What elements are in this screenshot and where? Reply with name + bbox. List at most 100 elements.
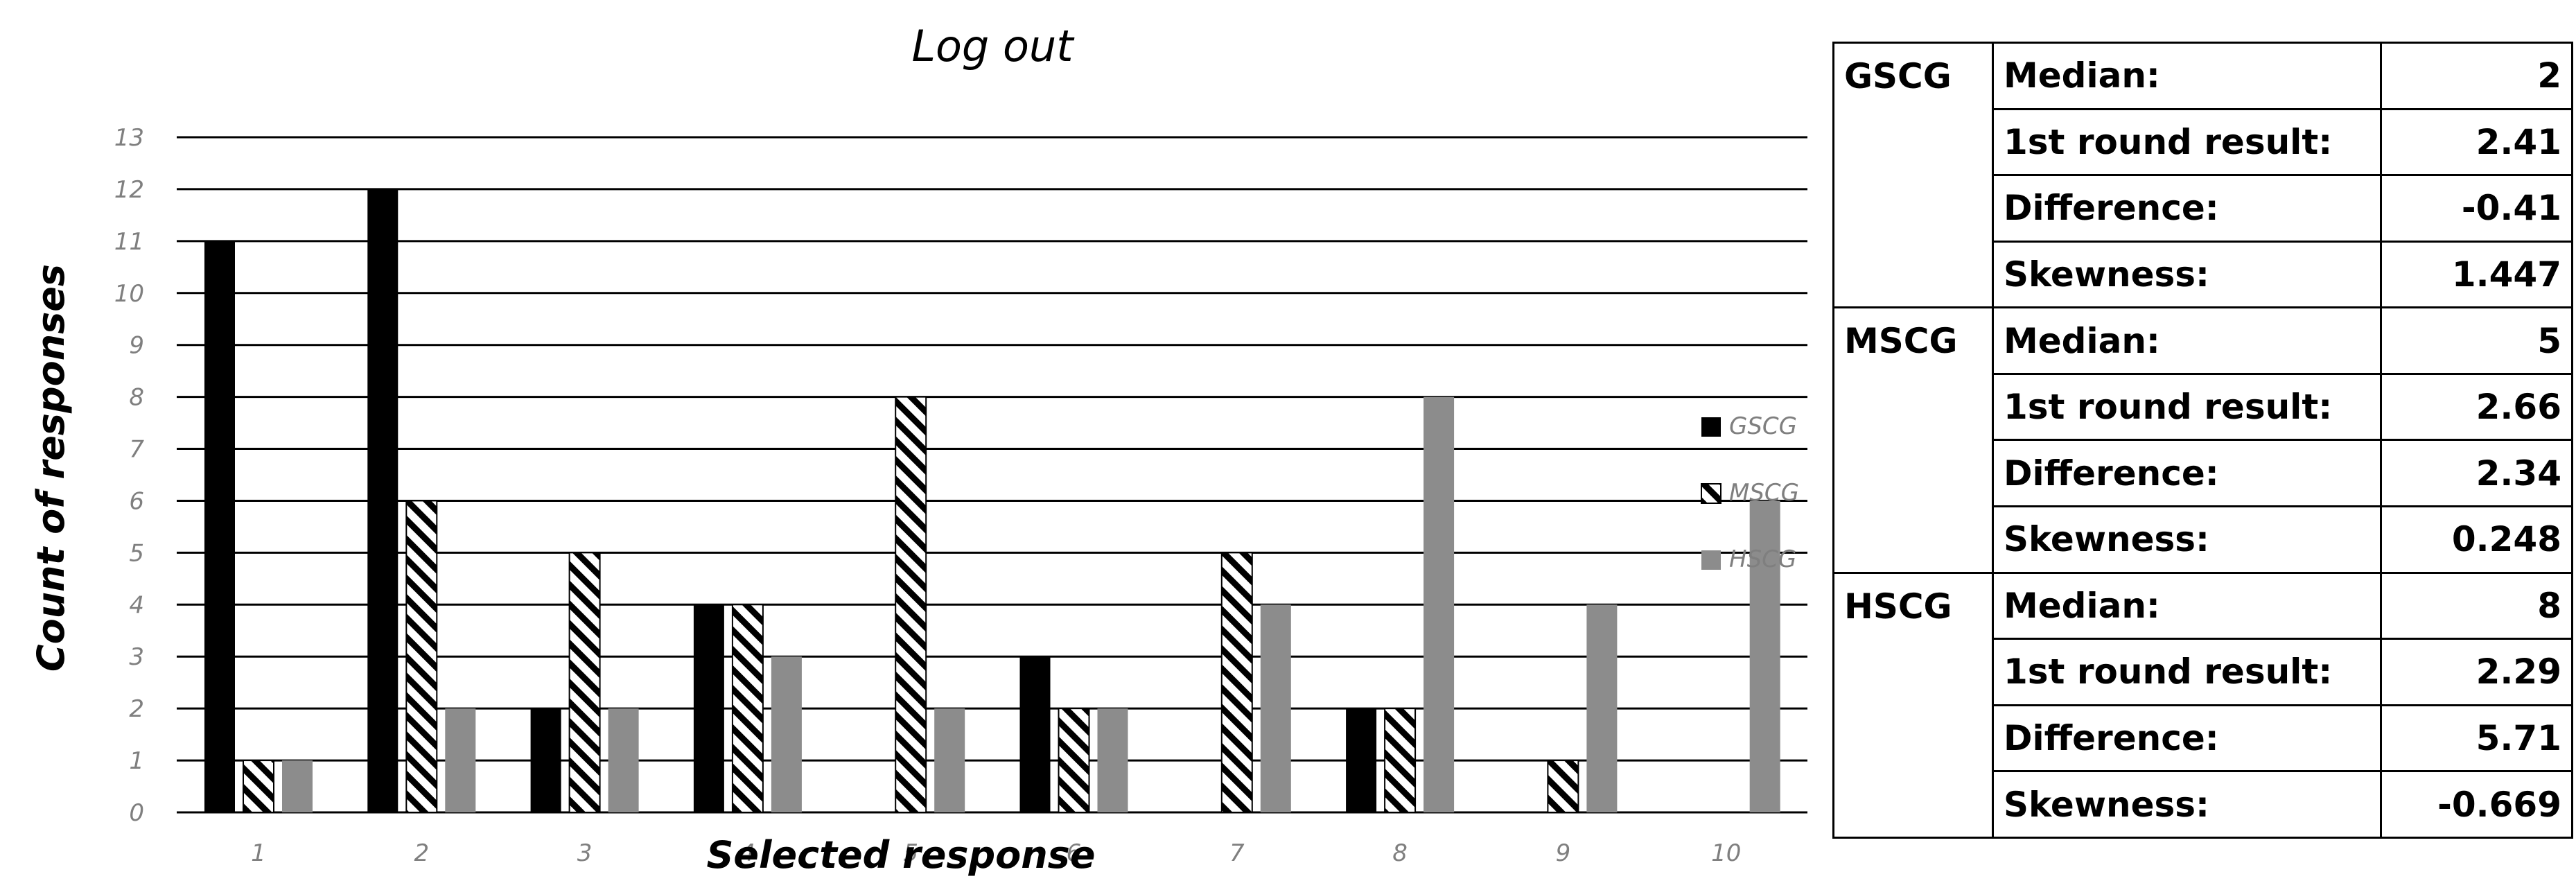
group-name-cell: GSCG bbox=[1832, 41, 1994, 309]
stat-value-cell: 8 bbox=[2380, 571, 2573, 640]
legend-swatch-hscg bbox=[1701, 550, 1721, 570]
bar-mscg-4 bbox=[731, 604, 764, 813]
y-tick-label: 11 bbox=[114, 228, 144, 256]
bar-hscg-7 bbox=[1260, 604, 1291, 812]
x-tick-label: 2 bbox=[414, 839, 429, 867]
bar-gscg-2 bbox=[367, 189, 398, 812]
bar-hscg-10 bbox=[1749, 500, 1780, 812]
stat-label-cell: Skewness: bbox=[1992, 770, 2382, 839]
stat-value-cell: -0.669 bbox=[2380, 770, 2573, 839]
x-tick-label: 6 bbox=[1067, 839, 1082, 867]
x-tick-label: 1 bbox=[251, 839, 266, 867]
stat-label-cell: Difference: bbox=[1992, 704, 2382, 773]
stats-row: Skewness: 1.447 bbox=[1834, 240, 2573, 309]
y-tick-label: 5 bbox=[129, 539, 144, 567]
y-tick-label: 1 bbox=[129, 747, 144, 775]
legend-swatch-mscg bbox=[1701, 483, 1721, 504]
stat-value-cell: 5.71 bbox=[2380, 704, 2573, 773]
stat-value-cell: 0.248 bbox=[2380, 505, 2573, 574]
stat-value-cell: 2.41 bbox=[2380, 107, 2573, 177]
stats-row: 1st round result: 2.41 bbox=[1834, 107, 2573, 177]
y-tick-label: 2 bbox=[129, 695, 144, 723]
stats-row: 1st round result: 2.66 bbox=[1834, 372, 2573, 442]
bar-hscg-2 bbox=[445, 708, 476, 812]
y-tick-label: 12 bbox=[114, 176, 144, 204]
stat-value-cell: 2.34 bbox=[2380, 439, 2573, 508]
legend-label-hscg: HSCG bbox=[1729, 546, 1796, 573]
group-name-cell: MSCG bbox=[1832, 306, 1994, 574]
bar-mscg-2 bbox=[405, 500, 438, 813]
stat-label-cell: 1st round result: bbox=[1992, 638, 2382, 706]
y-tick-label: 3 bbox=[129, 643, 144, 671]
stats-row: GSCG Median: 2 bbox=[1832, 41, 2573, 309]
bar-hscg-5 bbox=[934, 708, 965, 812]
x-tick-label: 5 bbox=[903, 839, 918, 867]
y-tick-label: 0 bbox=[129, 799, 144, 827]
stat-label-cell: Skewness: bbox=[1992, 240, 2382, 309]
stats-row: Difference: -0.41 bbox=[1834, 174, 2573, 243]
stat-value-cell: 2.66 bbox=[2380, 372, 2573, 442]
x-tick-label: 3 bbox=[577, 839, 593, 867]
stat-label-cell: 1st round result: bbox=[1992, 107, 2382, 177]
bar-gscg-4 bbox=[693, 604, 724, 812]
y-tick-label: 10 bbox=[114, 280, 144, 308]
y-tick-label: 4 bbox=[129, 591, 144, 619]
stat-label-cell: Difference: bbox=[1992, 439, 2382, 508]
x-tick-label: 7 bbox=[1229, 839, 1245, 867]
x-tick-label: 9 bbox=[1556, 839, 1571, 867]
stats-row: Skewness: -0.669 bbox=[1834, 770, 2573, 839]
x-tick-label: 4 bbox=[740, 839, 755, 867]
bar-gscg-3 bbox=[530, 708, 561, 812]
stats-table: GSCG Median: 2 1st round result: 2.41 Differe… bbox=[1832, 41, 2573, 839]
legend-label-mscg: MSCG bbox=[1729, 479, 1799, 507]
bar-hscg-6 bbox=[1097, 708, 1128, 812]
x-tick-label: 10 bbox=[1711, 839, 1741, 867]
stat-label-cell: 1st round result: bbox=[1992, 372, 2382, 442]
bar-hscg-8 bbox=[1423, 396, 1455, 812]
bar-hscg-1 bbox=[282, 760, 313, 812]
bar-mscg-3 bbox=[568, 552, 601, 814]
y-tick-label: 6 bbox=[129, 487, 144, 515]
stat-value-cell: 1.447 bbox=[2380, 240, 2573, 309]
stat-label-cell: Difference: bbox=[1992, 174, 2382, 243]
stat-label-cell: Median: bbox=[1992, 306, 2382, 375]
bar-mscg-7 bbox=[1220, 552, 1253, 814]
bar-mscg-5 bbox=[895, 396, 927, 813]
stat-label-cell: Median: bbox=[1992, 42, 2382, 110]
stats-row: Skewness: 0.248 bbox=[1834, 505, 2573, 574]
stat-value-cell: 5 bbox=[2380, 306, 2573, 375]
stats-row: HSCG Median: 8 bbox=[1832, 571, 2573, 839]
x-tick-label: 8 bbox=[1392, 839, 1408, 867]
legend-swatch-gscg bbox=[1701, 417, 1721, 437]
bar-chart: 0 1 2 3 4 5 6 7 8 9 10 11 12 13 1 2 3 4 5 6 7 8 9 10 Log out Sele… bbox=[29, 21, 1807, 877]
stats-row: Difference: 2.34 bbox=[1834, 439, 2573, 508]
bar-hscg-3 bbox=[608, 708, 639, 812]
group-name-cell: HSCG bbox=[1832, 571, 1994, 839]
bar-mscg-1 bbox=[243, 760, 274, 813]
stats-row: Difference: 5.71 bbox=[1834, 704, 2573, 773]
y-tick-label: 13 bbox=[114, 124, 144, 152]
y-tick-label: 8 bbox=[129, 384, 144, 412]
y-tick-label: 7 bbox=[129, 436, 144, 464]
y-axis-title: Count of responses bbox=[29, 264, 73, 672]
legend-label-gscg: GSCG bbox=[1729, 412, 1797, 440]
bar-mscg-8 bbox=[1384, 708, 1417, 814]
x-axis-title: Selected response bbox=[707, 833, 1096, 877]
bar-gscg-8 bbox=[1346, 708, 1377, 812]
y-tick-label: 9 bbox=[129, 332, 144, 360]
stat-label-cell: Skewness: bbox=[1992, 505, 2382, 574]
bar-hscg-4 bbox=[771, 656, 802, 812]
stat-label-cell: Median: bbox=[1992, 571, 2382, 640]
bar-gscg-1 bbox=[204, 241, 235, 812]
stat-value-cell: 2.29 bbox=[2380, 638, 2573, 706]
stats-row: 1st round result: 2.29 bbox=[1834, 638, 2573, 706]
bar-mscg-6 bbox=[1058, 708, 1090, 814]
bar-gscg-6 bbox=[1019, 656, 1051, 812]
bar-hscg-9 bbox=[1586, 604, 1618, 812]
bar-mscg-9 bbox=[1547, 760, 1579, 813]
stats-row: MSCG Median: 5 bbox=[1832, 306, 2573, 574]
stat-value-cell: -0.41 bbox=[2380, 174, 2573, 243]
chart-title: Log out bbox=[911, 21, 1075, 71]
stat-value-cell: 2 bbox=[2380, 42, 2573, 110]
